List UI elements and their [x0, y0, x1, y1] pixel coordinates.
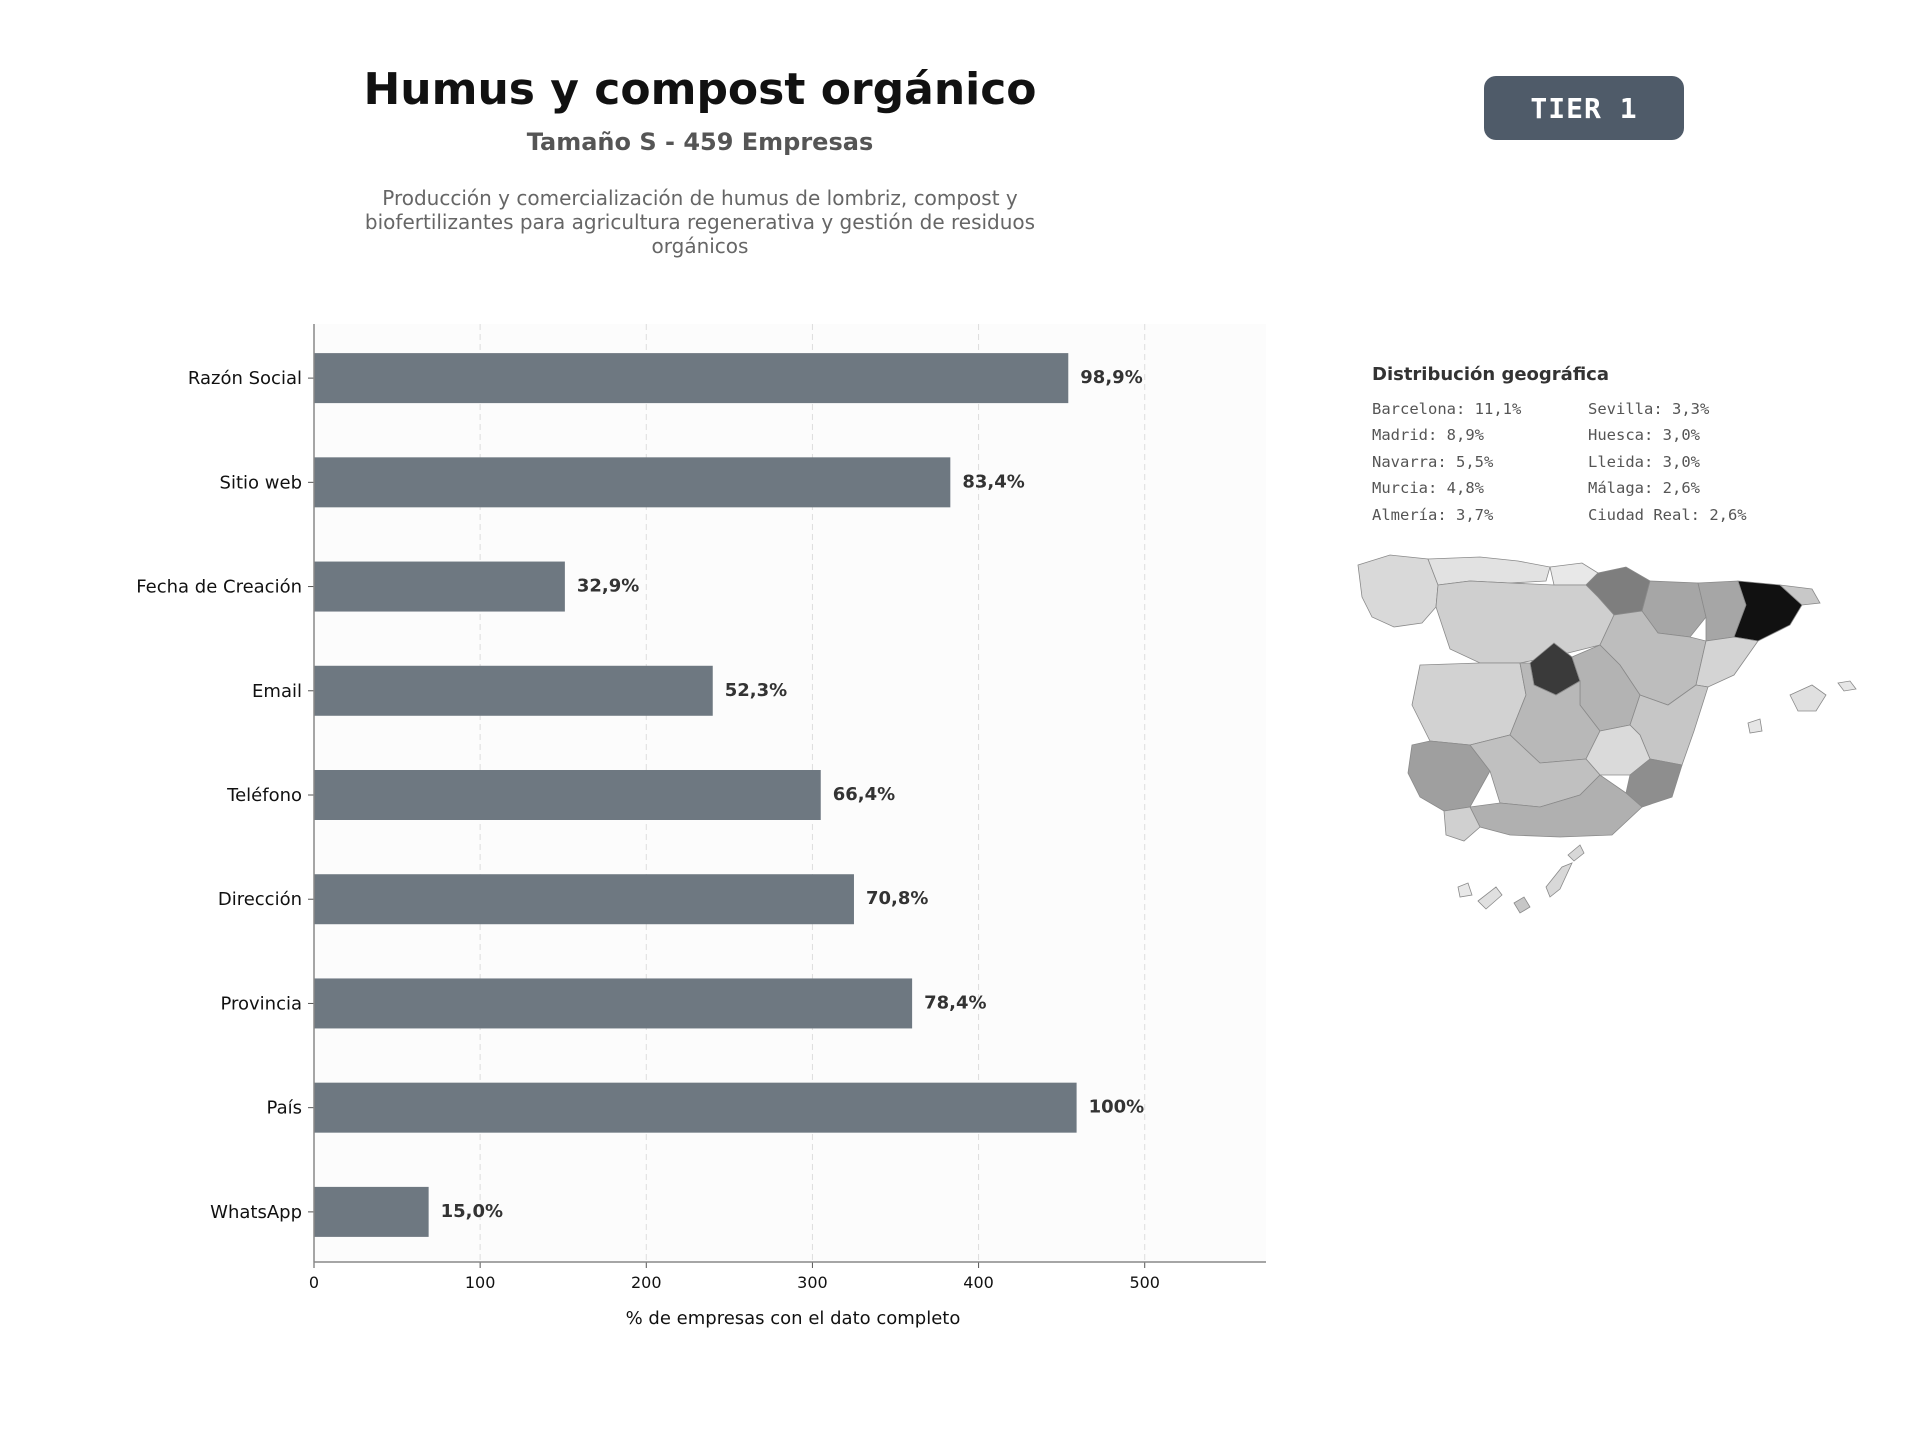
map-region-ibiza — [1747, 718, 1763, 734]
map-region-galicia — [1357, 554, 1439, 628]
bar — [314, 770, 821, 820]
category-label: Razón Social — [188, 368, 302, 389]
geo-list-item: Huesca: 3,0% — [1588, 426, 1700, 445]
geo-list-item: Ciudad Real: 2,6% — [1588, 505, 1747, 524]
data-label: 52,3% — [725, 680, 787, 701]
x-tick-label: 500 — [1129, 1273, 1160, 1292]
data-label: 32,9% — [577, 576, 639, 597]
map-region-gran-canaria — [1513, 896, 1531, 914]
spain-province-map — [1357, 554, 1857, 914]
tier-badge: TIER 1 — [1484, 76, 1684, 140]
bar — [314, 1082, 1077, 1133]
geo-list-item: Barcelona: 11,1% — [1372, 400, 1522, 418]
geo-list-item: Málaga: 2,6% — [1588, 479, 1700, 498]
map-region-tarragona — [1695, 636, 1759, 688]
x-tick-label: 400 — [963, 1273, 994, 1292]
x-tick-label: 300 — [797, 1273, 828, 1292]
x-axis-label: % de empresas con el dato completo — [626, 1308, 961, 1329]
x-tick-label: 0 — [309, 1273, 319, 1292]
category-label: País — [267, 1098, 302, 1119]
geo-distribution-list: Barcelona: 11,1% Sevilla: 3,3% Madrid: 8,9… — [1372, 400, 1808, 524]
geo-list-item: Navarra: 5,5% — [1372, 452, 1494, 471]
category-label: Provincia — [220, 993, 302, 1014]
bar — [314, 353, 1069, 404]
bar — [314, 665, 713, 716]
map-region-cadiz — [1443, 806, 1481, 842]
geo-list-item: Sevilla: 3,3% — [1588, 400, 1710, 418]
map-region-andalucia-east — [1469, 774, 1643, 838]
category-label: Dirección — [218, 889, 302, 910]
map-region-mallorca — [1789, 684, 1827, 712]
geo-list-item: Madrid: 8,9% — [1372, 426, 1484, 445]
data-label: 100% — [1089, 1097, 1145, 1118]
bar — [314, 457, 951, 508]
bar-chart: 0 100 200 300 400 500 Razón Social 98,9% Sitio w… — [136, 324, 1266, 1329]
map-region-girona — [1778, 584, 1821, 606]
bar — [314, 978, 913, 1029]
x-tick-label: 100 — [465, 1273, 496, 1292]
category-label: Sitio web — [220, 472, 302, 493]
bar — [314, 561, 565, 612]
data-label: 78,4% — [924, 992, 986, 1013]
geo-list-item: Murcia: 4,8% — [1372, 479, 1484, 498]
map-region-castilla-south — [1509, 662, 1601, 764]
geo-list-item: Lleida: 3,0% — [1588, 452, 1700, 471]
sector-description: Producción y comercialización de humus d… — [364, 186, 1036, 258]
category-label: Email — [252, 681, 302, 702]
map-region-tenerife — [1477, 886, 1503, 910]
data-label: 83,4% — [962, 471, 1024, 492]
map-region-fuerteventura — [1545, 862, 1573, 898]
data-label: 98,9% — [1080, 367, 1142, 388]
data-label: 15,0% — [441, 1201, 503, 1222]
data-label: 70,8% — [866, 888, 928, 909]
geo-list-item: Almería: 3,7% — [1372, 505, 1494, 524]
bar — [314, 1186, 429, 1237]
map-region-lanzarote — [1567, 844, 1585, 862]
page-subtitle: Tamaño S - 459 Empresas — [526, 128, 874, 156]
page-title: Humus y compost orgánico — [363, 64, 1037, 115]
category-label: WhatsApp — [210, 1202, 302, 1223]
geo-distribution-title: Distribución geográfica — [1372, 364, 1609, 385]
bar — [314, 874, 854, 925]
category-label: Teléfono — [226, 785, 302, 806]
category-label: Fecha de Creación — [136, 577, 302, 598]
map-region-menorca — [1837, 680, 1857, 692]
map-region-canarias-west — [1457, 882, 1473, 898]
x-tick-label: 200 — [631, 1273, 662, 1292]
data-label: 66,4% — [833, 784, 895, 805]
map-region-extremadura — [1411, 662, 1527, 746]
map-region-north-coast — [1427, 556, 1551, 586]
